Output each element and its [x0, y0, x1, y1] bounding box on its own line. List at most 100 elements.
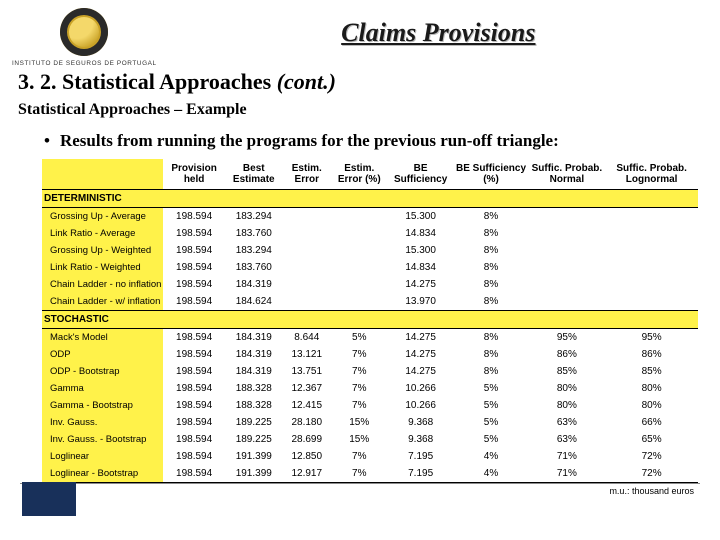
row-label: ODP - Bootstrap [42, 363, 163, 380]
table-cell: 183.760 [225, 225, 283, 242]
table-cell: 198.594 [163, 363, 224, 380]
table-cell: 189.225 [225, 414, 283, 431]
col-head-0: Provision held [163, 159, 224, 190]
table-cell: 72% [605, 448, 698, 465]
col-head-method [42, 159, 163, 190]
table-section-row: DETERMINISTIC [42, 190, 698, 208]
table-cell: 14.275 [388, 346, 454, 363]
table-cell: 7.195 [388, 465, 454, 483]
row-label: Grossing Up - Average [42, 208, 163, 226]
table-cell: 8% [454, 329, 529, 347]
table-cell: 12.850 [283, 448, 331, 465]
table-cell [529, 293, 606, 311]
table-cell: 8% [454, 276, 529, 293]
table-cell: 14.275 [388, 363, 454, 380]
table-cell [605, 276, 698, 293]
table-cell: 8.644 [283, 329, 331, 347]
table-cell: 188.328 [225, 397, 283, 414]
row-label: Loglinear - Bootstrap [42, 465, 163, 483]
row-label: Gamma [42, 380, 163, 397]
table-cell [605, 259, 698, 276]
table-cell: 71% [529, 448, 606, 465]
table-row: Gamma - Bootstrap198.594188.32812.4157%1… [42, 397, 698, 414]
row-label: Chain Ladder - no inflation [42, 276, 163, 293]
table-cell: 12.415 [283, 397, 331, 414]
table-cell: 10.266 [388, 380, 454, 397]
table-cell [529, 225, 606, 242]
row-label: Chain Ladder - w/ inflation [42, 293, 163, 311]
table-cell: 198.594 [163, 242, 224, 259]
table-cell: 7% [331, 363, 388, 380]
logo-block: INSTITUTO DE SEGUROS DE PORTUGAL [12, 8, 157, 67]
table-cell: 85% [605, 363, 698, 380]
table-cell: 198.594 [163, 346, 224, 363]
table-section-row: STOCHASTIC [42, 311, 698, 329]
table-cell: 198.594 [163, 414, 224, 431]
table-cell: 184.319 [225, 276, 283, 293]
col-head-2: Estim. Error [283, 159, 331, 190]
table-cell: 4% [454, 465, 529, 483]
row-label: Mack's Model [42, 329, 163, 347]
table-cell: 198.594 [163, 208, 224, 226]
table-cell: 5% [454, 397, 529, 414]
table-cell: 191.399 [225, 465, 283, 483]
footer-brand-square [22, 482, 76, 516]
table-cell: 15.300 [388, 208, 454, 226]
table-row: Chain Ladder - no inflation198.594184.31… [42, 276, 698, 293]
table-cell: 8% [454, 225, 529, 242]
table-cell: 80% [605, 397, 698, 414]
table-cell: 15% [331, 431, 388, 448]
table-cell [283, 259, 331, 276]
col-head-3: Estim. Error (%) [331, 159, 388, 190]
table-cell: 189.225 [225, 431, 283, 448]
results-table-wrap: Provision held Best Estimate Estim. Erro… [0, 159, 720, 483]
table-row: Link Ratio - Weighted198.594183.76014.83… [42, 259, 698, 276]
row-label: ODP [42, 346, 163, 363]
section-number: 3. 2. Statistical Approaches [18, 69, 277, 94]
table-footnote: m.u.: thousand euros [0, 486, 720, 496]
table-cell [605, 293, 698, 311]
table-cell: 65% [605, 431, 698, 448]
table-cell [283, 208, 331, 226]
results-table: Provision held Best Estimate Estim. Erro… [42, 159, 698, 483]
table-cell: 14.834 [388, 259, 454, 276]
table-cell: 7% [331, 346, 388, 363]
table-cell: 198.594 [163, 259, 224, 276]
bullet-block: Results from running the programs for th… [0, 125, 720, 159]
table-cell: 198.594 [163, 465, 224, 483]
row-label: Inv. Gauss. [42, 414, 163, 431]
table-cell: 12.367 [283, 380, 331, 397]
table-cell [529, 242, 606, 259]
table-cell: 7% [331, 448, 388, 465]
table-body: DETERMINISTICGrossing Up - Average198.59… [42, 190, 698, 483]
table-cell: 198.594 [163, 431, 224, 448]
table-row: Link Ratio - Average198.594183.76014.834… [42, 225, 698, 242]
bullet-text: Results from running the programs for th… [60, 131, 559, 151]
table-cell: 8% [454, 346, 529, 363]
table-row: Grossing Up - Average198.594183.29415.30… [42, 208, 698, 226]
row-label: Grossing Up - Weighted [42, 242, 163, 259]
table-cell: 8% [454, 293, 529, 311]
table-cell: 15% [331, 414, 388, 431]
row-label: Loglinear [42, 448, 163, 465]
table-cell: 15.300 [388, 242, 454, 259]
col-head-4: BE Sufficiency [388, 159, 454, 190]
bullet-item: Results from running the programs for th… [44, 131, 690, 151]
table-cell: 8% [454, 242, 529, 259]
header: INSTITUTO DE SEGUROS DE PORTUGAL Claims … [0, 0, 720, 67]
table-row: ODP - Bootstrap198.594184.31913.7517%14.… [42, 363, 698, 380]
table-cell [331, 242, 388, 259]
col-head-1: Best Estimate [225, 159, 283, 190]
table-cell: 8% [454, 363, 529, 380]
table-cell [529, 208, 606, 226]
table-cell: 5% [454, 431, 529, 448]
table-cell: 80% [529, 397, 606, 414]
row-label: Gamma - Bootstrap [42, 397, 163, 414]
table-cell [331, 293, 388, 311]
table-head: Provision held Best Estimate Estim. Erro… [42, 159, 698, 190]
table-cell [605, 225, 698, 242]
table-cell: 80% [605, 380, 698, 397]
table-cell [283, 293, 331, 311]
table-cell: 7% [331, 380, 388, 397]
table-cell: 9.368 [388, 414, 454, 431]
